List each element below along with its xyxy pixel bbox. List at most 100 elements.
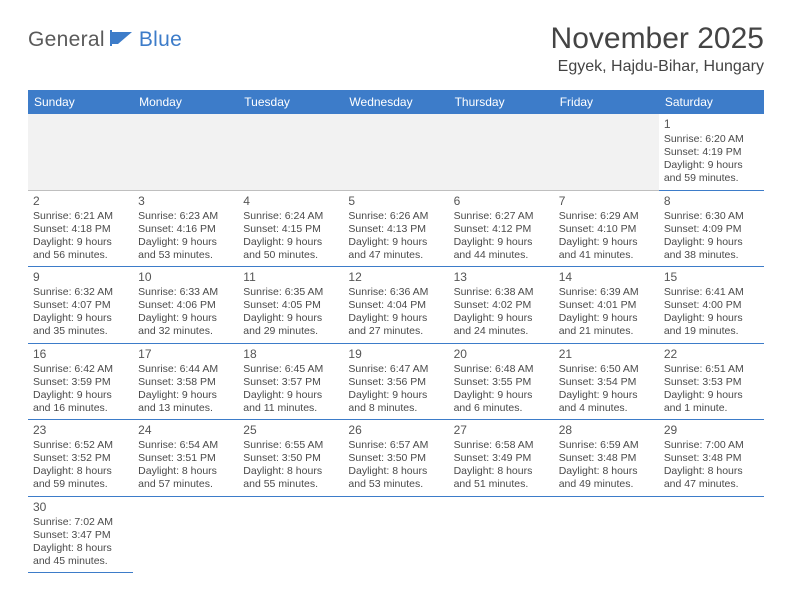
sunset-text: Sunset: 4:18 PM <box>33 223 128 236</box>
day-cell: 7Sunrise: 6:29 AMSunset: 4:10 PMDaylight… <box>554 191 659 268</box>
day-header: Friday <box>554 90 659 114</box>
day-cell: 8Sunrise: 6:30 AMSunset: 4:09 PMDaylight… <box>659 191 764 268</box>
day-header: Wednesday <box>343 90 448 114</box>
logo-text-general: General <box>28 28 105 52</box>
sunrise-text: Sunrise: 6:39 AM <box>559 286 654 299</box>
daylight-text: Daylight: 9 hours and 47 minutes. <box>348 236 443 262</box>
day-cell: 1Sunrise: 6:20 AMSunset: 4:19 PMDaylight… <box>659 114 764 191</box>
day-number: 1 <box>664 117 759 132</box>
day-number: 16 <box>33 347 128 362</box>
day-cell: 16Sunrise: 6:42 AMSunset: 3:59 PMDayligh… <box>28 344 133 421</box>
day-number: 20 <box>454 347 549 362</box>
day-number: 18 <box>243 347 338 362</box>
daylight-text: Daylight: 8 hours and 47 minutes. <box>664 465 759 491</box>
day-number: 5 <box>348 194 443 209</box>
day-header: Tuesday <box>238 90 343 114</box>
daylight-text: Daylight: 9 hours and 56 minutes. <box>33 236 128 262</box>
daylight-text: Daylight: 8 hours and 45 minutes. <box>33 542 128 568</box>
day-cell: 24Sunrise: 6:54 AMSunset: 3:51 PMDayligh… <box>133 420 238 497</box>
day-cell: 27Sunrise: 6:58 AMSunset: 3:49 PMDayligh… <box>449 420 554 497</box>
sunrise-text: Sunrise: 6:26 AM <box>348 210 443 223</box>
daylight-text: Daylight: 9 hours and 21 minutes. <box>559 312 654 338</box>
day-cell: 15Sunrise: 6:41 AMSunset: 4:00 PMDayligh… <box>659 267 764 344</box>
empty-cell <box>133 114 238 191</box>
calendar-grid: SundayMondayTuesdayWednesdayThursdayFrid… <box>28 90 764 573</box>
day-cell: 20Sunrise: 6:48 AMSunset: 3:55 PMDayligh… <box>449 344 554 421</box>
day-cell: 17Sunrise: 6:44 AMSunset: 3:58 PMDayligh… <box>133 344 238 421</box>
day-cell: 13Sunrise: 6:38 AMSunset: 4:02 PMDayligh… <box>449 267 554 344</box>
day-cell: 3Sunrise: 6:23 AMSunset: 4:16 PMDaylight… <box>133 191 238 268</box>
day-cell: 4Sunrise: 6:24 AMSunset: 4:15 PMDaylight… <box>238 191 343 268</box>
daylight-text: Daylight: 9 hours and 4 minutes. <box>559 389 654 415</box>
daylight-text: Daylight: 9 hours and 41 minutes. <box>559 236 654 262</box>
sunrise-text: Sunrise: 6:20 AM <box>664 133 759 146</box>
sunrise-text: Sunrise: 6:55 AM <box>243 439 338 452</box>
daylight-text: Daylight: 9 hours and 8 minutes. <box>348 389 443 415</box>
sunset-text: Sunset: 3:50 PM <box>243 452 338 465</box>
day-cell: 14Sunrise: 6:39 AMSunset: 4:01 PMDayligh… <box>554 267 659 344</box>
daylight-text: Daylight: 9 hours and 35 minutes. <box>33 312 128 338</box>
daylight-text: Daylight: 8 hours and 59 minutes. <box>33 465 128 491</box>
header: General Blue November 2025 Egyek, Hajdu-… <box>28 22 764 76</box>
sunset-text: Sunset: 3:59 PM <box>33 376 128 389</box>
empty-cell <box>343 114 448 191</box>
day-number: 7 <box>559 194 654 209</box>
day-cell: 28Sunrise: 6:59 AMSunset: 3:48 PMDayligh… <box>554 420 659 497</box>
sunset-text: Sunset: 4:15 PM <box>243 223 338 236</box>
day-cell: 25Sunrise: 6:55 AMSunset: 3:50 PMDayligh… <box>238 420 343 497</box>
trailing-empty-cell <box>449 497 554 574</box>
sunrise-text: Sunrise: 7:02 AM <box>33 516 128 529</box>
day-header: Sunday <box>28 90 133 114</box>
sunset-text: Sunset: 4:00 PM <box>664 299 759 312</box>
sunset-text: Sunset: 3:49 PM <box>454 452 549 465</box>
day-number: 6 <box>454 194 549 209</box>
trailing-empty-cell <box>554 497 659 574</box>
day-cell: 30Sunrise: 7:02 AMSunset: 3:47 PMDayligh… <box>28 497 133 574</box>
sunset-text: Sunset: 3:50 PM <box>348 452 443 465</box>
sunrise-text: Sunrise: 6:44 AM <box>138 363 233 376</box>
daylight-text: Daylight: 9 hours and 27 minutes. <box>348 312 443 338</box>
daylight-text: Daylight: 8 hours and 55 minutes. <box>243 465 338 491</box>
day-cell: 22Sunrise: 6:51 AMSunset: 3:53 PMDayligh… <box>659 344 764 421</box>
sunset-text: Sunset: 3:48 PM <box>664 452 759 465</box>
sunset-text: Sunset: 4:12 PM <box>454 223 549 236</box>
daylight-text: Daylight: 9 hours and 44 minutes. <box>454 236 549 262</box>
day-number: 13 <box>454 270 549 285</box>
day-number: 26 <box>348 423 443 438</box>
day-cell: 12Sunrise: 6:36 AMSunset: 4:04 PMDayligh… <box>343 267 448 344</box>
day-number: 2 <box>33 194 128 209</box>
day-number: 15 <box>664 270 759 285</box>
sunrise-text: Sunrise: 7:00 AM <box>664 439 759 452</box>
sunrise-text: Sunrise: 6:42 AM <box>33 363 128 376</box>
sunset-text: Sunset: 3:55 PM <box>454 376 549 389</box>
day-cell: 9Sunrise: 6:32 AMSunset: 4:07 PMDaylight… <box>28 267 133 344</box>
sunset-text: Sunset: 3:57 PM <box>243 376 338 389</box>
sunrise-text: Sunrise: 6:51 AM <box>664 363 759 376</box>
sunrise-text: Sunrise: 6:54 AM <box>138 439 233 452</box>
sunrise-text: Sunrise: 6:57 AM <box>348 439 443 452</box>
sunrise-text: Sunrise: 6:32 AM <box>33 286 128 299</box>
sunset-text: Sunset: 3:48 PM <box>559 452 654 465</box>
daylight-text: Daylight: 9 hours and 24 minutes. <box>454 312 549 338</box>
sunrise-text: Sunrise: 6:59 AM <box>559 439 654 452</box>
sunrise-text: Sunrise: 6:30 AM <box>664 210 759 223</box>
day-header: Thursday <box>449 90 554 114</box>
day-number: 21 <box>559 347 654 362</box>
month-title: November 2025 <box>551 22 764 56</box>
day-cell: 29Sunrise: 7:00 AMSunset: 3:48 PMDayligh… <box>659 420 764 497</box>
daylight-text: Daylight: 9 hours and 6 minutes. <box>454 389 549 415</box>
sunrise-text: Sunrise: 6:38 AM <box>454 286 549 299</box>
day-number: 25 <box>243 423 338 438</box>
daylight-text: Daylight: 8 hours and 51 minutes. <box>454 465 549 491</box>
logo: General Blue <box>28 28 182 52</box>
day-number: 12 <box>348 270 443 285</box>
day-number: 9 <box>33 270 128 285</box>
location: Egyek, Hajdu-Bihar, Hungary <box>551 58 764 76</box>
day-number: 24 <box>138 423 233 438</box>
sunset-text: Sunset: 4:07 PM <box>33 299 128 312</box>
daylight-text: Daylight: 9 hours and 1 minute. <box>664 389 759 415</box>
day-number: 14 <box>559 270 654 285</box>
day-number: 4 <box>243 194 338 209</box>
sunrise-text: Sunrise: 6:23 AM <box>138 210 233 223</box>
day-cell: 6Sunrise: 6:27 AMSunset: 4:12 PMDaylight… <box>449 191 554 268</box>
